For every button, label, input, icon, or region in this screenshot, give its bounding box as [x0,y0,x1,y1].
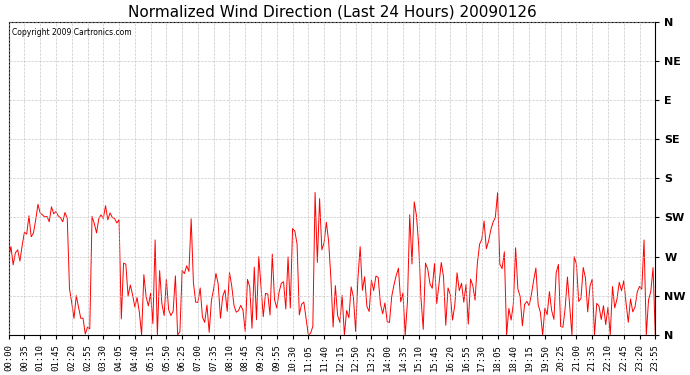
Title: Normalized Wind Direction (Last 24 Hours) 20090126: Normalized Wind Direction (Last 24 Hours… [128,4,536,19]
Text: Copyright 2009 Cartronics.com: Copyright 2009 Cartronics.com [12,28,132,37]
